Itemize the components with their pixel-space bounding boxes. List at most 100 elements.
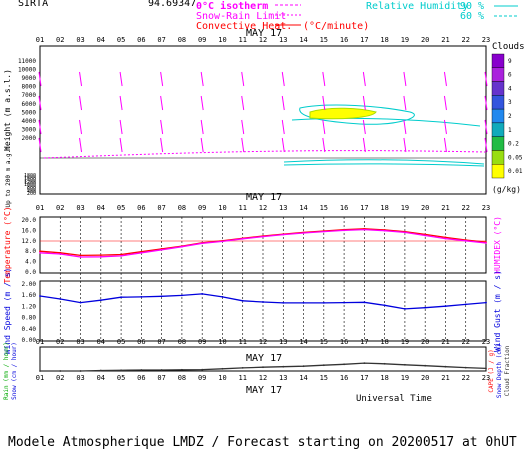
hour-tick-top: 11 — [239, 36, 247, 44]
hour-tick-top: 23 — [482, 36, 490, 44]
hour-tick-temp: 09 — [198, 204, 206, 212]
profile-frame — [39, 45, 487, 195]
clouds-legend-swatch — [491, 164, 505, 179]
profile-ytick-lower: 1800 — [24, 173, 36, 179]
wind-barb — [322, 71, 326, 87]
temp-point — [201, 242, 204, 245]
hour-tick-rain-top: 11 — [239, 338, 247, 346]
profile-ytick: 10000 — [18, 67, 36, 74]
date-label-rain: MAY 17 — [246, 353, 282, 364]
temp-point — [282, 233, 285, 236]
hour-tick-rain-top: 15 — [320, 338, 328, 346]
hour-tick-temp: 21 — [441, 204, 449, 212]
rain-ylabel-right-b: Snow Depth (cm) — [496, 344, 503, 398]
hour-tick-bottom: 05 — [117, 374, 125, 382]
rain-point — [383, 362, 386, 365]
hour-tick-temp: 02 — [56, 204, 64, 212]
hour-tick-bottom: 11 — [239, 374, 247, 382]
rain-ylabel-b: Snow (cm / hour) — [11, 342, 18, 400]
temp-point — [59, 253, 62, 255]
hour-tick-bottom: 16 — [340, 374, 348, 382]
wind-ytick: 1.20 — [22, 303, 37, 310]
hour-tick-bottom: 02 — [56, 374, 64, 382]
wind-point — [99, 299, 102, 302]
hour-tick-temp: 10 — [218, 204, 226, 212]
wind-barb — [322, 95, 326, 111]
profile-ylabel: Height (m a.s.l.) — [3, 69, 12, 151]
wind-barb — [403, 71, 407, 87]
rain-point — [59, 370, 62, 372]
profile-ytick: 7000 — [22, 92, 37, 99]
wind-barb — [281, 95, 285, 111]
rain-point — [120, 369, 122, 372]
temp-ylabel-right: HUMIDEX (°C) — [493, 216, 502, 274]
hour-tick-top: 19 — [401, 36, 409, 44]
hour-tick-temp: 06 — [137, 204, 145, 212]
hour-tick-rain-top: 18 — [380, 338, 388, 346]
wind-barb — [119, 95, 123, 111]
rain-ylabel-right-c: Cloud Fraction — [504, 345, 511, 396]
wind-point — [140, 296, 143, 298]
date-label-bottom: MAY 17 — [246, 385, 282, 396]
clouds-legend-swatch — [491, 53, 505, 68]
wind-barb — [200, 71, 204, 87]
rain-point — [221, 367, 224, 370]
wind-barb — [79, 119, 83, 135]
wind-barb — [79, 71, 83, 87]
temp-ytick: 16.0 — [22, 227, 37, 234]
wind-barb — [38, 95, 42, 111]
hour-tick-bottom: 10 — [218, 374, 226, 382]
wind-point — [59, 298, 62, 300]
wind-barb — [443, 71, 447, 87]
clouds-legend-label: 4 — [508, 85, 512, 92]
temp-point — [302, 232, 305, 234]
hour-tick-temp: 04 — [97, 204, 105, 212]
wind-barb — [38, 119, 42, 135]
profile-ytick: 3000 — [22, 126, 37, 133]
temp-point — [99, 255, 102, 258]
wind-barb — [160, 137, 164, 153]
profile-ytick-lower: 1000 — [24, 182, 36, 188]
rain-point — [322, 364, 325, 367]
wind-point — [383, 304, 386, 307]
hour-tick-top: 04 — [97, 36, 105, 44]
hour-tick-top: 18 — [380, 36, 388, 44]
wind-point — [363, 301, 366, 304]
rh-contour-upper — [299, 104, 415, 125]
rh-contour-lower — [283, 159, 485, 165]
temp-point — [221, 240, 224, 243]
wind-barb — [362, 137, 366, 153]
hour-tick-bottom: 01 — [36, 374, 44, 382]
temp-ytick: 0.0 — [25, 269, 36, 276]
wind-barb — [241, 71, 245, 87]
hour-tick-top: 09 — [198, 36, 206, 44]
hour-tick-rain-top: 09 — [198, 338, 206, 346]
temp-point — [485, 242, 487, 244]
hour-tick-bottom: 08 — [178, 374, 186, 382]
rain-point — [181, 368, 183, 371]
legend-conv-label: Convective Heat. — [196, 21, 292, 32]
legend-snow-label: Snow-Rain Limit — [196, 11, 286, 22]
clouds-legend-label: 0.01 — [508, 168, 523, 175]
clouds-legend-label: 0.2 — [508, 141, 519, 148]
rain-point — [343, 363, 345, 366]
clouds-legend-swatch — [491, 150, 505, 165]
wind-point — [201, 293, 204, 295]
rain-point — [99, 369, 102, 372]
wind-barb — [38, 137, 42, 153]
wind-barb — [443, 95, 447, 111]
wind-point — [343, 301, 345, 304]
rain-point — [39, 370, 41, 372]
hour-tick-temp: 17 — [360, 204, 368, 212]
hour-tick-temp: 16 — [340, 204, 348, 212]
wind-barb — [484, 137, 488, 153]
legend-rh-label: Relative Humidity — [366, 1, 468, 12]
wind-point — [181, 294, 183, 297]
wind-point — [464, 303, 467, 306]
rain-point — [160, 369, 163, 371]
hour-tick-bottom: 17 — [360, 374, 368, 382]
clouds-legend-label: 1 — [508, 127, 512, 134]
hour-tick-rain-top: 02 — [56, 338, 64, 346]
hour-tick-temp: 01 — [36, 204, 44, 212]
